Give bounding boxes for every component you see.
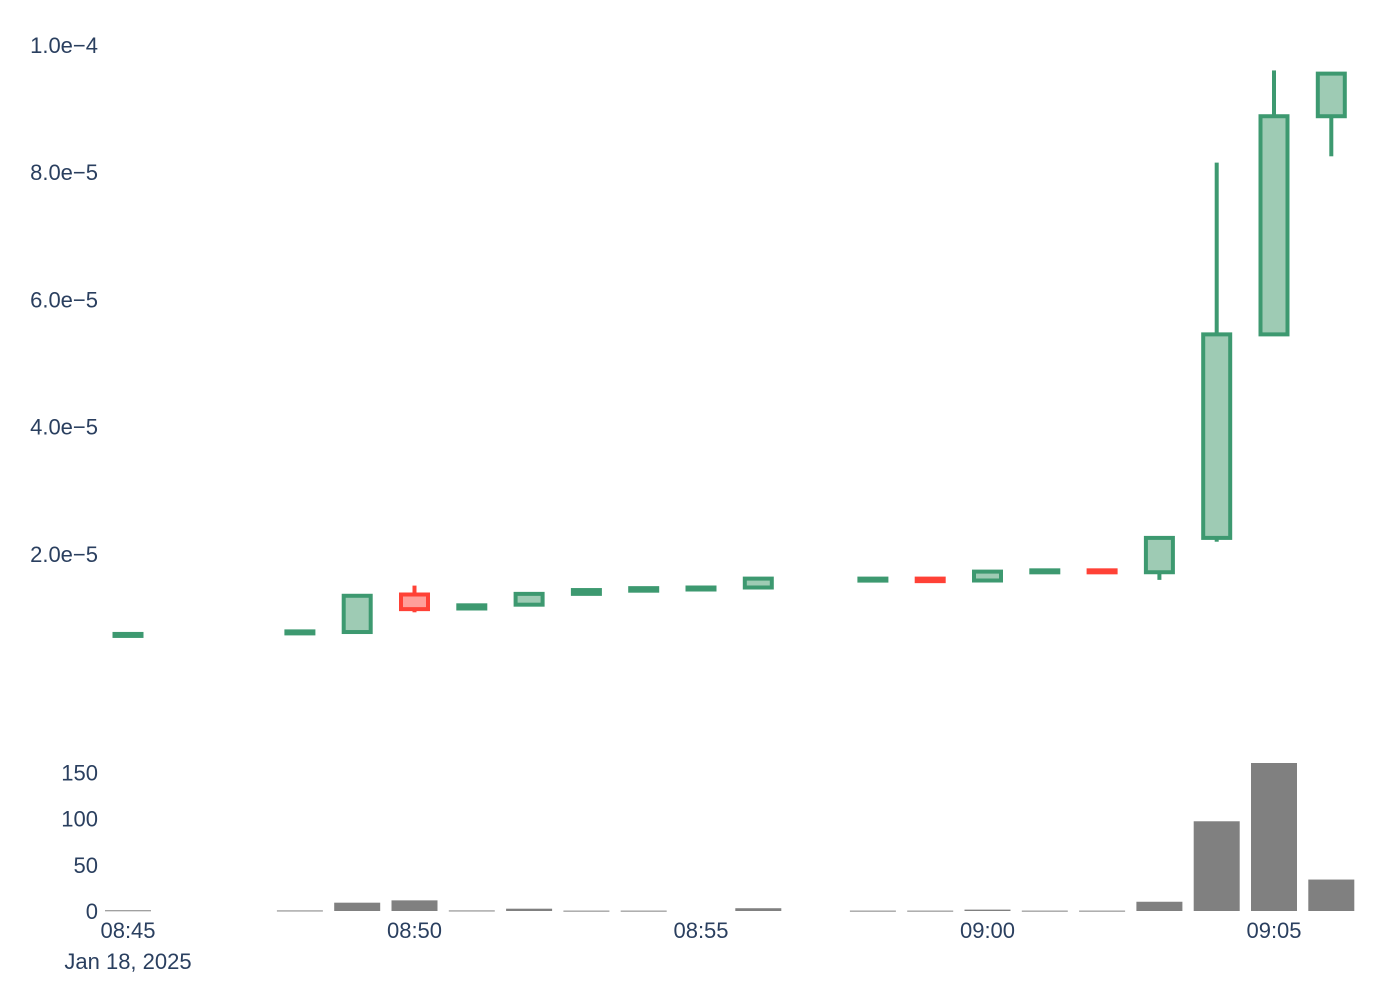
candle-body <box>284 629 316 636</box>
volume-bar <box>105 910 151 912</box>
price-y-tick-label: 8.0e−5 <box>30 160 98 185</box>
candle-body <box>857 576 889 583</box>
candle <box>1143 535 1175 580</box>
volume-bar <box>448 910 495 912</box>
candle-body <box>628 586 660 593</box>
candle <box>1029 568 1061 575</box>
x-tick-label: 09:00 <box>960 918 1015 943</box>
volume-bar <box>849 910 896 912</box>
x-tick-label: 09:05 <box>1246 918 1301 943</box>
volume-y-tick-label: 100 <box>61 807 98 832</box>
candle <box>1258 70 1290 337</box>
price-y-axis: 2.0e−5 4.0e−5 6.0e−5 8.0e−5 1.0e−4 <box>30 33 98 567</box>
volume-y-tick-label: 50 <box>74 853 98 878</box>
time-x-axis: 08:45 08:50 08:55 09:00 09:05 <box>100 918 1301 943</box>
candle <box>456 603 488 611</box>
candle-body <box>972 569 1003 583</box>
candle-body <box>341 593 373 635</box>
candle <box>857 576 889 583</box>
volume-bar <box>735 908 782 911</box>
candle-body <box>456 603 488 611</box>
candle <box>685 585 717 592</box>
candle <box>972 569 1003 583</box>
volume-bar <box>1079 910 1126 912</box>
volume-y-tick-label: 0 <box>86 899 98 924</box>
candle-body <box>399 592 430 612</box>
price-y-tick-label: 2.0e−5 <box>30 542 98 567</box>
candle-body <box>513 591 545 607</box>
volume-bar <box>506 908 553 911</box>
volume-bar <box>276 910 323 912</box>
candle <box>914 576 946 584</box>
volume-bar <box>907 910 954 912</box>
volume-y-tick-label: 150 <box>61 760 98 785</box>
candle <box>341 593 373 635</box>
candle-body <box>1258 114 1290 337</box>
candle-body <box>742 576 774 590</box>
volume-series <box>105 763 1355 912</box>
candle-body <box>1315 71 1347 119</box>
candle-body <box>1143 535 1175 575</box>
volume-bar <box>964 909 1011 911</box>
candle <box>1201 162 1233 542</box>
candle <box>513 591 545 607</box>
candlestick-series <box>112 70 1347 638</box>
candle-body <box>1086 568 1118 575</box>
candle <box>1315 71 1347 157</box>
volume-bar <box>563 910 610 912</box>
candle-body <box>685 585 717 592</box>
volume-bar <box>1308 879 1355 911</box>
candle <box>628 586 660 593</box>
candle <box>742 576 774 590</box>
candle <box>570 588 602 596</box>
candle-body <box>1029 568 1061 575</box>
volume-bar <box>1136 901 1183 911</box>
candle-body <box>914 576 946 584</box>
x-axis-date-label: Jan 18, 2025 <box>64 949 191 974</box>
candle <box>284 629 316 636</box>
volume-bar <box>1021 910 1068 912</box>
volume-bar <box>334 902 381 911</box>
volume-y-axis: 0 50 100 150 <box>61 760 98 924</box>
price-y-tick-label: 1.0e−4 <box>30 33 98 58</box>
volume-bar <box>1193 821 1240 911</box>
price-y-tick-label: 4.0e−5 <box>30 415 98 440</box>
candle <box>399 585 430 613</box>
volume-bar <box>620 910 667 912</box>
volume-bar <box>1251 763 1297 911</box>
price-y-tick-label: 6.0e−5 <box>30 287 98 312</box>
volume-bar <box>391 900 438 911</box>
candle <box>112 631 144 638</box>
x-tick-label: 08:50 <box>387 918 442 943</box>
candle <box>1086 568 1118 575</box>
candle-body <box>112 631 144 638</box>
candle-body <box>570 588 602 596</box>
x-tick-label: 08:55 <box>673 918 728 943</box>
candle-body <box>1201 332 1233 540</box>
x-tick-label: 08:45 <box>100 918 155 943</box>
